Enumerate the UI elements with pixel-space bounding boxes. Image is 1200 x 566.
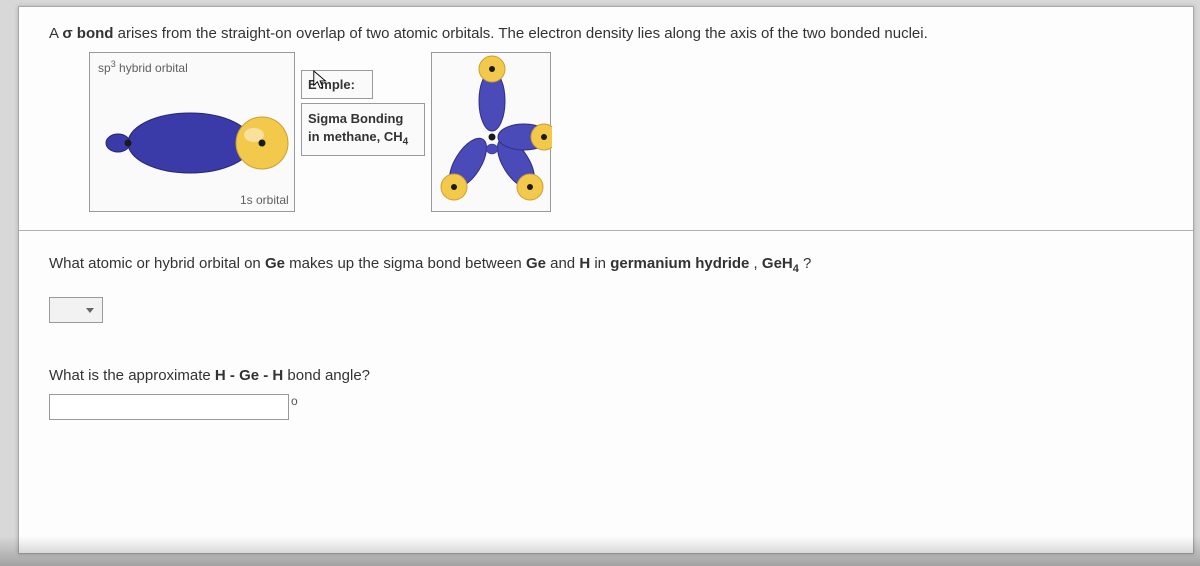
sp3-1s-diagram: sp3 hybrid orbital 1s orbital [89, 52, 295, 212]
intro-rest: arises from the straight-on overlap of t… [113, 25, 927, 42]
q1-formula: GeH [762, 255, 793, 272]
1s-label: 1s orbital [240, 193, 289, 207]
intro-text: A σ bond arises from the straight-on ove… [49, 25, 1163, 42]
example-row: sp3 hybrid orbital 1s orbital [89, 52, 1163, 212]
q1-qmark: ? [799, 255, 812, 272]
intro-prefix: A [49, 25, 62, 42]
q1-comma: , [749, 255, 762, 272]
sigma-line2-prefix: in methane, CH [308, 129, 403, 144]
q1-ge2: Ge [526, 255, 546, 272]
orbital-dropdown[interactable] [49, 297, 103, 323]
example-label-text: E mple: [308, 77, 355, 92]
question-panel: A σ bond arises from the straight-on ove… [18, 6, 1194, 554]
q1-compound: germanium hydride [610, 255, 749, 272]
q1-h: H [579, 255, 590, 272]
q1-in: in [590, 255, 610, 272]
angle-input-row: o [49, 394, 1163, 420]
q1-mid: makes up the sigma bond between [285, 255, 526, 272]
q2-bond: H - Ge - H [215, 367, 283, 384]
sigma-bond-term: σ bond [62, 25, 113, 42]
q2-rest: bond angle? [283, 367, 370, 384]
q1-and: and [546, 255, 579, 272]
sigma-line2-sub: 4 [403, 136, 409, 147]
bond-angle-input[interactable] [49, 394, 289, 420]
example-label-box: E mple: [301, 70, 373, 99]
sigma-bonding-box: Sigma Bonding in methane, CH4 [301, 103, 425, 156]
sigma-line1: Sigma Bonding [308, 111, 403, 126]
separator [19, 230, 1193, 231]
question-2: What is the approximate H - Ge - H bond … [49, 367, 1163, 384]
methane-diagram [431, 52, 551, 212]
degree-symbol: o [291, 394, 298, 408]
methane-svg [432, 53, 552, 213]
example-labels-column: E mple: Sigma Bonding in methane, CH4 [301, 52, 425, 156]
question-1: What atomic or hybrid orbital on Ge make… [49, 255, 1163, 275]
q1-ge: Ge [265, 255, 285, 272]
q2-prefix: What is the approximate [49, 367, 215, 384]
sp3-1s-svg [90, 53, 296, 213]
q1-prefix: What atomic or hybrid orbital on [49, 255, 265, 272]
